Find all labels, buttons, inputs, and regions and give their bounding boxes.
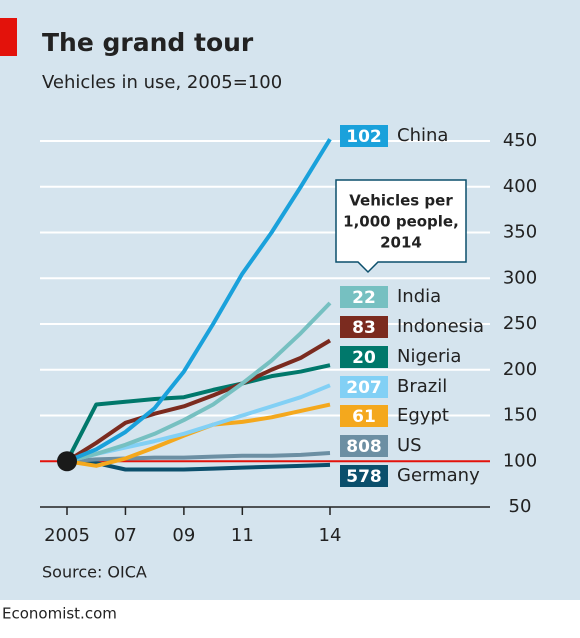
credit: Economist.com (2, 605, 117, 623)
chart-title: The grand tour (42, 28, 254, 57)
x-tick-label: 09 (172, 525, 195, 546)
x-tick-label: 07 (114, 525, 137, 546)
legend-label: China (397, 125, 448, 146)
y-tick-label: 450 (503, 130, 537, 151)
red-tag (0, 18, 17, 56)
per-1000-label: 578 (346, 467, 382, 487)
label-box (340, 286, 388, 308)
y-tick-label: 350 (503, 222, 537, 243)
callout: Vehicles per 1,000 people, 2014 (335, 179, 467, 274)
per-1000-label: 61 (352, 407, 376, 427)
series-line (65, 363, 331, 463)
legend-label: Nigeria (397, 346, 461, 367)
series-line (66, 138, 332, 464)
x-tick-label: 2005 (44, 525, 90, 546)
legend-label: Brazil (397, 376, 447, 397)
per-1000-label: 20 (352, 348, 376, 368)
per-1000-label: 207 (346, 378, 382, 398)
label-box (340, 435, 388, 457)
legend-label: India (397, 286, 441, 307)
series-line (66, 451, 331, 464)
subtitle: Vehicles in use, 2005=100 (42, 72, 282, 93)
y-tick-label: 250 (503, 313, 537, 334)
y-tick-label: 300 (503, 267, 537, 288)
origin-dot (57, 451, 77, 472)
y-tick-label: 50 (509, 496, 532, 517)
legend-label: Egypt (397, 405, 449, 426)
callout-box (335, 179, 467, 274)
y-tick-label: 400 (503, 176, 537, 197)
per-1000-label: 83 (352, 318, 376, 338)
per-1000-label: 22 (352, 288, 376, 308)
legend-label: US (397, 435, 422, 456)
series-line (66, 301, 332, 464)
annotation: 1,000 people, (343, 213, 459, 231)
y-tick-label: 100 (503, 450, 537, 471)
label-box (340, 346, 388, 368)
annotation: 2014 (380, 234, 422, 252)
background (0, 0, 580, 600)
label-box (340, 405, 388, 427)
legend-label: Indonesia (397, 316, 484, 337)
y-tick-label: 200 (503, 359, 537, 380)
annotation: Vehicles per (349, 192, 453, 210)
legend-label: Germany (397, 465, 480, 486)
y-tick-label: 150 (503, 405, 537, 426)
per-1000-label: 808 (346, 437, 382, 457)
label-box (340, 125, 388, 147)
label-box (340, 465, 388, 487)
source: Source: OICA (42, 563, 147, 582)
x-tick-label: 14 (319, 525, 342, 546)
label-box (340, 316, 388, 338)
label-box (340, 376, 388, 398)
x-tick-label: 11 (231, 525, 254, 546)
series-line (65, 338, 332, 463)
per-1000-label: 102 (346, 127, 382, 147)
series-line (66, 459, 331, 472)
